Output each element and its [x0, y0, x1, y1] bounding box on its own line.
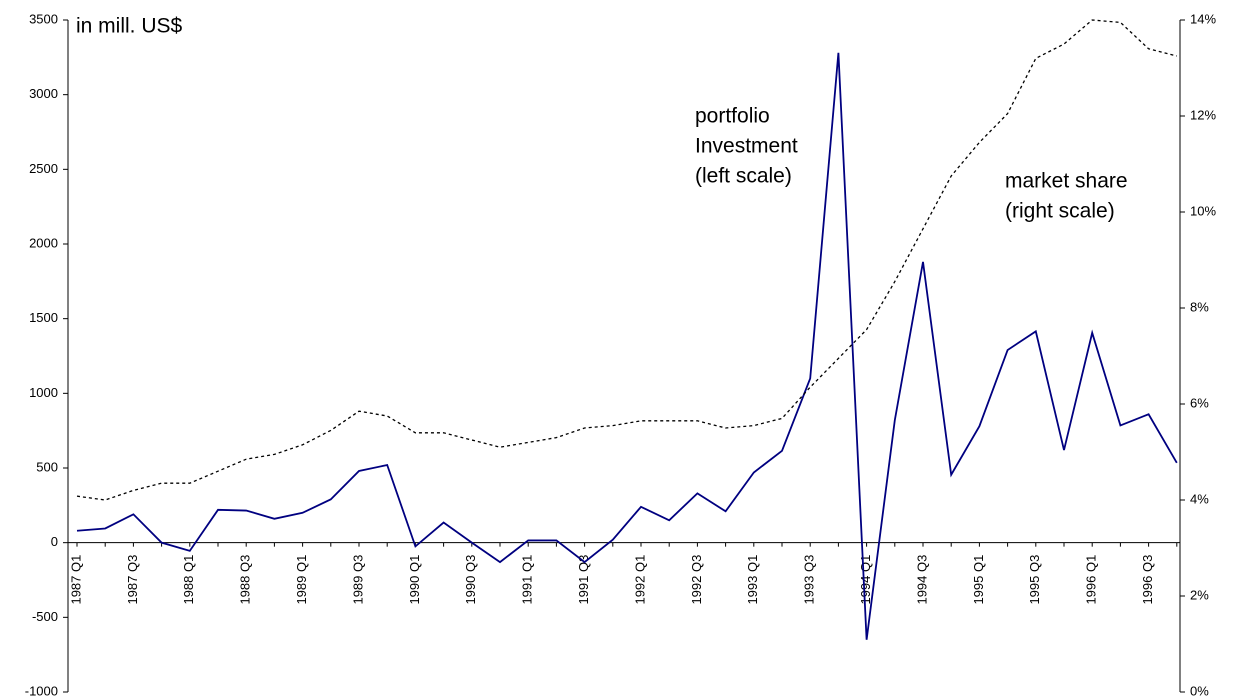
y2-tick-label: 4%	[1190, 491, 1209, 506]
y-tick-label: 0	[51, 534, 58, 549]
x-tick-label: 1996 Q3	[1140, 555, 1155, 605]
x-tick-label: 1989 Q1	[294, 555, 309, 605]
y-tick-label: 1500	[29, 310, 58, 325]
y2-tick-label: 14%	[1190, 11, 1216, 26]
y-tick-label: 1000	[29, 385, 58, 400]
x-tick-label: 1991 Q1	[520, 555, 535, 605]
y-tick-label: 3500	[29, 11, 58, 26]
annotation: Investment	[695, 135, 798, 158]
x-tick-label: 1988 Q1	[181, 555, 196, 605]
y2-tick-label: 2%	[1190, 587, 1209, 602]
y2-tick-label: 0%	[1190, 683, 1209, 698]
x-tick-label: 1995 Q1	[971, 555, 986, 605]
x-tick-label: 1994 Q1	[858, 555, 873, 605]
x-tick-label: 1990 Q1	[407, 555, 422, 605]
series-line	[76, 19, 1177, 501]
y-tick-label: -1000	[25, 683, 58, 698]
annotation: portfolio	[695, 105, 770, 128]
y2-tick-label: 10%	[1190, 203, 1216, 218]
y2-tick-label: 8%	[1190, 299, 1209, 314]
x-tick-label: 1993 Q3	[802, 555, 817, 605]
x-tick-label: 1992 Q3	[689, 555, 704, 605]
annotation: in mill. US$	[76, 15, 183, 38]
x-tick-label: 1987 Q3	[125, 555, 140, 605]
x-tick-label: 1987 Q1	[68, 555, 83, 605]
y2-tick-label: 12%	[1190, 107, 1216, 122]
series-line	[76, 52, 1178, 640]
y-tick-label: 3000	[29, 86, 58, 101]
annotation: (right scale)	[1005, 200, 1115, 223]
y-tick-label: 500	[36, 459, 58, 474]
y-tick-label: -500	[32, 609, 58, 624]
y-tick-label: 2500	[29, 161, 58, 176]
x-tick-label: 1988 Q3	[238, 555, 253, 605]
x-tick-label: 1994 Q3	[914, 555, 929, 605]
x-tick-label: 1989 Q3	[350, 555, 365, 605]
x-tick-label: 1996 Q1	[1084, 555, 1099, 605]
annotation: (left scale)	[695, 165, 792, 188]
y2-tick-label: 6%	[1190, 395, 1209, 410]
annotation: market share	[1005, 170, 1128, 193]
x-tick-label: 1991 Q3	[576, 555, 591, 605]
x-tick-label: 1990 Q3	[463, 555, 478, 605]
x-tick-label: 1993 Q1	[745, 555, 760, 605]
x-tick-label: 1995 Q3	[1027, 555, 1042, 605]
y-tick-label: 2000	[29, 235, 58, 250]
x-tick-label: 1992 Q1	[632, 555, 647, 605]
